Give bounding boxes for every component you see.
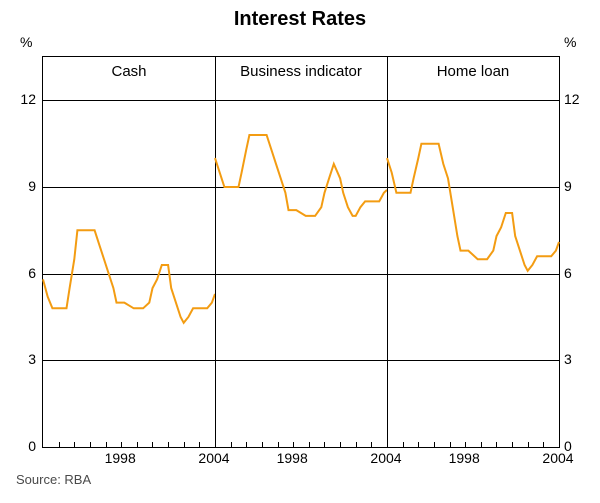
y-tick-label-right: 3 [564,351,572,367]
x-tick-label: 2004 [542,450,573,466]
y-tick-label-left: 0 [28,438,36,454]
chart-title: Interest Rates [0,8,600,31]
y-tick-label-left: 6 [28,265,36,281]
series-line [43,57,559,447]
y-tick-label-right: 9 [564,178,572,194]
x-tick-label: 2004 [370,450,401,466]
y-tick-label-right: 12 [564,91,580,107]
y-unit-left: % [20,34,32,50]
y-tick-label-right: 6 [564,265,572,281]
interest-rates-chart: Interest Rates % % CashBusiness indicato… [0,0,600,503]
plot-area: CashBusiness indicatorHome loan [42,56,560,448]
x-tick-mark [559,442,560,447]
y-tick-label-left: 12 [20,91,36,107]
x-tick-label: 1998 [277,450,308,466]
y-unit-right: % [564,34,576,50]
y-tick-label-left: 3 [28,351,36,367]
x-tick-label: 2004 [198,450,229,466]
x-tick-label: 1998 [449,450,480,466]
chart-source: Source: RBA [16,472,91,487]
y-tick-label-left: 9 [28,178,36,194]
x-tick-label: 1998 [105,450,136,466]
